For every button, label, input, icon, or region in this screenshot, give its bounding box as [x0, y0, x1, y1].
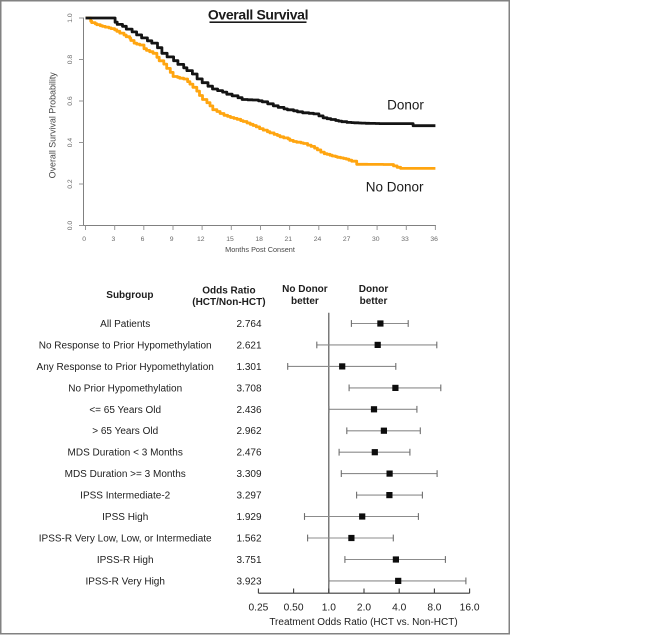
svg-text:4.0: 4.0	[392, 603, 406, 614]
svg-text:3.923: 3.923	[236, 576, 261, 587]
svg-text:18: 18	[255, 236, 263, 243]
svg-text:1.0: 1.0	[322, 603, 336, 614]
svg-text:No Prior Hypomethylation: No Prior Hypomethylation	[68, 383, 182, 394]
svg-text:Any Response to Prior Hypometh: Any Response to Prior Hypomethylation	[37, 362, 214, 373]
svg-text:Donor: Donor	[359, 284, 389, 295]
svg-text:0.25: 0.25	[248, 603, 268, 614]
svg-text:6: 6	[141, 236, 145, 243]
svg-text:1.562: 1.562	[236, 534, 261, 545]
svg-text:2.0: 2.0	[357, 603, 371, 614]
svg-text:3.708: 3.708	[236, 383, 261, 394]
svg-text:24: 24	[314, 236, 322, 243]
svg-text:IPSS Intermediate-2: IPSS Intermediate-2	[80, 491, 170, 502]
svg-text:Overall Survival: Overall Survival	[208, 7, 308, 23]
svg-text:IPSS-R High: IPSS-R High	[97, 555, 154, 566]
svg-text:Overall Survival Probability: Overall Survival Probability	[47, 72, 57, 179]
svg-text:0.4: 0.4	[67, 138, 74, 148]
svg-text:2.962: 2.962	[236, 426, 261, 437]
svg-text:2.476: 2.476	[236, 448, 261, 459]
svg-text:> 65 Years Old: > 65 Years Old	[92, 426, 158, 437]
svg-text:3: 3	[112, 236, 116, 243]
svg-text:2.621: 2.621	[236, 340, 261, 351]
svg-text:Odds Ratio: Odds Ratio	[202, 285, 255, 296]
svg-text:IPSS-R Very Low, Low, or Inter: IPSS-R Very Low, Low, or Intermediate	[39, 534, 212, 545]
svg-text:IPSS-R Very High: IPSS-R Very High	[85, 576, 164, 587]
svg-text:3.751: 3.751	[236, 555, 261, 566]
svg-text:9: 9	[170, 236, 174, 243]
svg-text:Treatment Odds Ratio (HCT vs.: Treatment Odds Ratio (HCT vs. Non-HCT)	[269, 617, 457, 628]
svg-text:MDS Duration < 3 Months: MDS Duration < 3 Months	[68, 448, 183, 459]
svg-text:30: 30	[372, 236, 380, 243]
svg-text:No Response to Prior Hypomethy: No Response to Prior Hypomethylation	[39, 340, 212, 351]
svg-text:8.0: 8.0	[427, 603, 441, 614]
svg-text:2.436: 2.436	[236, 405, 261, 416]
svg-text:21: 21	[285, 236, 293, 243]
svg-text:No Donor: No Donor	[366, 180, 424, 195]
svg-text:<= 65 Years Old: <= 65 Years Old	[89, 405, 161, 416]
svg-text:No Donor: No Donor	[282, 284, 328, 295]
svg-text:27: 27	[343, 236, 351, 243]
svg-text:3.309: 3.309	[236, 469, 261, 480]
svg-text:0.6: 0.6	[67, 96, 74, 106]
svg-text:1.301: 1.301	[236, 362, 261, 373]
svg-text:Subgroup: Subgroup	[106, 290, 153, 301]
svg-text:IPSS High: IPSS High	[102, 512, 148, 523]
svg-text:0.8: 0.8	[67, 55, 74, 65]
svg-text:1.929: 1.929	[236, 512, 261, 523]
svg-text:0.2: 0.2	[67, 179, 74, 189]
svg-text:16.0: 16.0	[460, 603, 480, 614]
svg-text:better: better	[291, 296, 319, 307]
svg-text:3.297: 3.297	[236, 491, 261, 502]
svg-text:0: 0	[82, 236, 86, 243]
svg-text:(HCT/Non-HCT): (HCT/Non-HCT)	[192, 297, 265, 308]
svg-text:0.0: 0.0	[67, 221, 74, 231]
svg-text:better: better	[360, 296, 388, 307]
svg-text:12: 12	[197, 236, 205, 243]
svg-text:Donor: Donor	[387, 98, 424, 113]
svg-text:1.0: 1.0	[67, 13, 74, 23]
svg-text:0.50: 0.50	[284, 603, 304, 614]
svg-text:Months Post Consent: Months Post Consent	[225, 245, 295, 254]
svg-text:33: 33	[401, 236, 409, 243]
svg-text:All Patients: All Patients	[100, 319, 150, 330]
svg-text:36: 36	[430, 236, 438, 243]
svg-text:2.764: 2.764	[236, 319, 261, 330]
svg-text:MDS Duration >= 3 Months: MDS Duration >= 3 Months	[65, 469, 186, 480]
svg-text:15: 15	[226, 236, 234, 243]
